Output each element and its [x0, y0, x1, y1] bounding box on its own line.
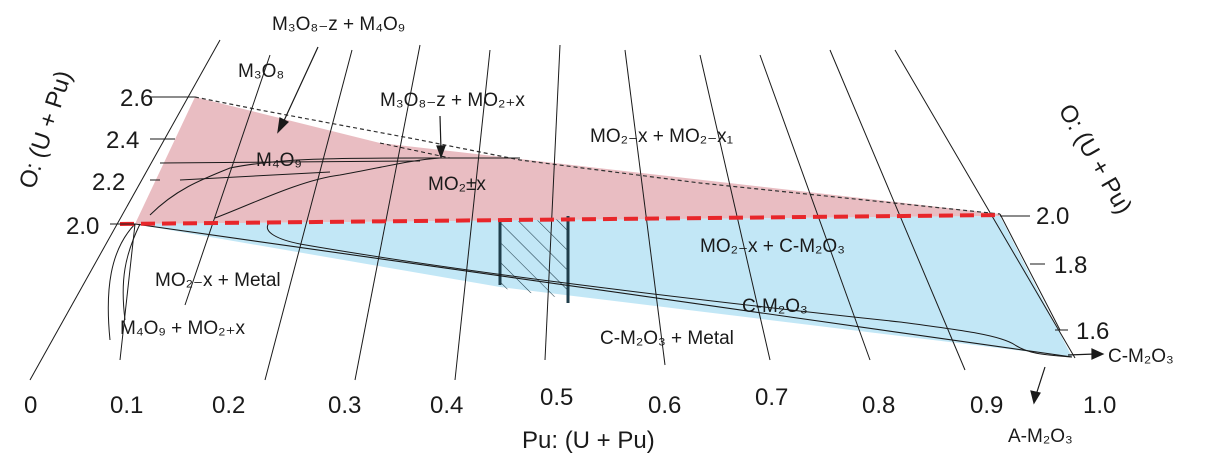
- label-m4o9-mo2x: M₄O₉ + MO₂₊x: [120, 318, 246, 339]
- stoichiometric-line: [119, 213, 1003, 226]
- left-tick-2-2: 2.2: [92, 169, 125, 196]
- y-axis-left-title: O: (U + Pu): [14, 67, 77, 191]
- left-tick-2-6: 2.6: [120, 85, 153, 112]
- right-tick-1-8: 1.8: [1054, 252, 1087, 279]
- label-am2o3-arrow: A-M₂O₃: [1008, 426, 1073, 447]
- label-m3o8z-mo2x: M₃O₈₋z + MO₂₊x: [380, 90, 525, 111]
- x-tick-0: 0: [24, 392, 37, 419]
- label-cm2o3-region: C-M₂O₃: [742, 296, 808, 317]
- x-tick-10: 1.0: [1083, 392, 1116, 419]
- x-tick-1: 0.1: [110, 392, 143, 419]
- x-axis-title: Pu: (U + Pu): [522, 427, 655, 454]
- x-tick-2: 0.2: [212, 392, 245, 419]
- label-cm2o3-arrow: C-M₂O₃: [1108, 346, 1174, 367]
- right-tick-2-0: 2.0: [1036, 203, 1069, 230]
- left-tick-2-0: 2.0: [66, 213, 99, 240]
- x-tick-6: 0.6: [648, 392, 681, 419]
- label-mo2-plusminus-x: MO₂±x: [428, 174, 486, 195]
- label-mo2x-cm2o3: MO₂₋x + C-M₂O₃: [700, 236, 845, 257]
- right-tick-1-6: 1.6: [1076, 318, 1109, 345]
- label-cm2o3-metal: C-M₂O₃ + Metal: [600, 328, 734, 349]
- iso-composition-lines: [29, 39, 1076, 381]
- hatched-band: [500, 219, 568, 299]
- hypostoichiometric-region: [135, 216, 1072, 357]
- y-axis-right-title: O: (U + Pu): [1053, 100, 1137, 219]
- x-tick-4: 0.4: [430, 392, 463, 419]
- label-mo2x-metal: MO₂₋x + Metal: [155, 270, 281, 291]
- lower-boundary-line: [134, 223, 1073, 358]
- left-tick-marks: [110, 96, 195, 225]
- x-tick-3: 0.3: [328, 392, 361, 419]
- right-tick-marks: [1000, 215, 1068, 331]
- label-mo2x-mo2x1: MO₂₋x + MO₂₋x₁: [590, 126, 733, 147]
- label-m4o9: M₄O₉: [256, 150, 302, 171]
- label-m3o8: M₃O₈: [238, 61, 284, 82]
- x-tick-8: 0.8: [862, 392, 895, 419]
- annotation-arrows: [277, 46, 1105, 405]
- x-tick-5: 0.5: [540, 384, 573, 411]
- label-m3o8z-m4o9: M₃O₈₋z + M₄O₉: [272, 14, 405, 35]
- upper-dashed-boundary: [194, 96, 1001, 215]
- x-tick-7: 0.7: [755, 384, 788, 411]
- x-tick-9: 0.9: [970, 392, 1003, 419]
- left-tick-2-4: 2.4: [106, 127, 139, 154]
- phase-boundaries: [107, 142, 1073, 358]
